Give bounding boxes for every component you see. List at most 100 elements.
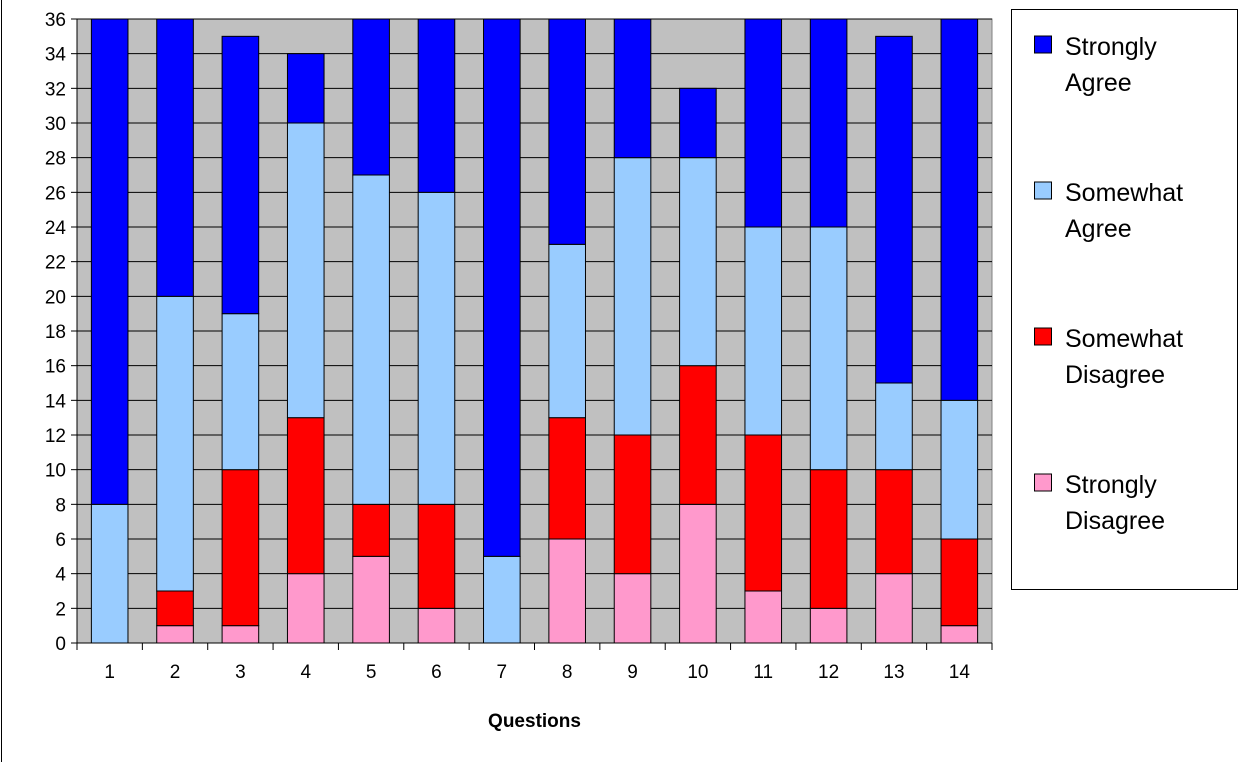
x-tick-label: 10: [687, 662, 708, 683]
bar-segment: [613, 573, 652, 644]
bar-segment: [483, 18, 521, 557]
bar-segment: [286, 53, 325, 124]
legend-label: Agree: [1065, 215, 1132, 243]
bar-segment: [809, 469, 848, 609]
bar-segment: [679, 503, 717, 644]
bar-segment: [417, 607, 456, 644]
legend-swatch: [1034, 35, 1052, 54]
bar-segment: [744, 590, 783, 644]
x-tick-label: 7: [497, 662, 508, 683]
bar-segment: [221, 313, 260, 471]
x-tick-label: 2: [170, 662, 181, 683]
bar-segment: [156, 625, 194, 644]
legend-label: Agree: [1065, 69, 1132, 97]
bar-segment: [744, 226, 783, 436]
x-tick-label: 6: [431, 662, 442, 683]
bar-segment: [156, 295, 194, 592]
bar-segment: [940, 18, 979, 401]
y-tick-label: 0: [55, 634, 66, 655]
x-tick-label: 11: [753, 662, 773, 683]
bar-segment: [940, 538, 979, 627]
x-axis-title: Questions: [488, 711, 581, 732]
bar-segment: [875, 573, 913, 644]
legend-swatch: [1034, 327, 1052, 346]
legend-swatch: [1034, 473, 1052, 492]
bar-segment: [417, 191, 456, 505]
y-tick-label: 26: [45, 183, 66, 204]
legend-box: [1011, 9, 1238, 590]
bar-segment: [744, 18, 783, 228]
y-tick-label: 32: [45, 79, 66, 100]
y-tick-label: 10: [45, 461, 66, 482]
bars: [90, 18, 979, 644]
y-tick-label: 18: [45, 322, 66, 343]
legend: Strongly Agree Somewhat Agree Somewhat Disagr…: [1011, 9, 1238, 590]
y-tick-label: 4: [55, 565, 66, 586]
bar-segment: [940, 399, 979, 540]
legend-swatch: [1034, 181, 1052, 200]
bar-segment: [679, 157, 717, 367]
x-tick-label: 4: [300, 662, 311, 683]
bar-segment: [875, 382, 913, 471]
bar-segment: [613, 18, 652, 159]
bar-segment: [875, 35, 913, 384]
bar-segment: [940, 625, 979, 644]
bar-segment: [286, 573, 325, 644]
y-tick-label: 6: [55, 530, 66, 551]
y-tick-label: 24: [45, 218, 67, 239]
bar-segment: [679, 87, 717, 159]
legend-label: Somewhat: [1065, 325, 1183, 353]
bar-segment: [875, 469, 913, 575]
legend-label: Somewhat: [1065, 179, 1183, 207]
x-tick-label: 5: [366, 662, 377, 683]
bar-segment: [221, 625, 260, 644]
bar-segment: [809, 18, 848, 228]
bar-segment: [548, 18, 586, 245]
x-tick-label: 14: [949, 662, 971, 683]
y-tick-label: 34: [45, 45, 67, 66]
bar-segment: [679, 365, 717, 505]
legend-label: Strongly: [1065, 471, 1157, 499]
bar-segment: [613, 434, 652, 575]
x-tick-label: 12: [818, 662, 839, 683]
bar-segment: [90, 503, 129, 644]
x-tick-label: 1: [104, 662, 115, 683]
bar-segment: [548, 538, 586, 644]
bar-segment: [156, 590, 194, 627]
bar-segment: [352, 503, 390, 557]
y-tick-label: 8: [55, 495, 66, 516]
y-tick-label: 14: [45, 391, 67, 412]
x-tick-label: 13: [883, 662, 904, 683]
x-tick-label: 9: [627, 662, 638, 683]
bar-segment: [613, 157, 652, 436]
y-tick-label: 36: [45, 10, 66, 31]
bar-segment: [809, 607, 848, 644]
bar-segment: [744, 434, 783, 592]
y-tick-label: 12: [45, 426, 66, 447]
bar-segment: [352, 555, 390, 644]
bar-segment: [417, 18, 456, 193]
bar-segment: [90, 18, 129, 505]
bar-segment: [352, 18, 390, 176]
bar-segment: [352, 174, 390, 505]
bar-segment: [483, 555, 521, 644]
bar-segment: [286, 122, 325, 419]
y-tick-label: 30: [45, 114, 66, 135]
bar-segment: [548, 243, 586, 419]
y-tick-label: 28: [45, 149, 66, 170]
bar-segment: [809, 226, 848, 471]
bar-segment: [156, 18, 194, 297]
bar-segment: [417, 503, 456, 609]
x-tick-label: 3: [235, 662, 246, 683]
y-tick-label: 22: [45, 253, 66, 274]
bar-segment: [548, 417, 586, 540]
bar-segment: [286, 417, 325, 575]
y-tick-label: 20: [45, 287, 66, 308]
bar-segment: [221, 35, 260, 315]
legend-label: Disagree: [1065, 507, 1165, 535]
legend-label: Disagree: [1065, 361, 1165, 389]
legend-label: Strongly: [1065, 33, 1157, 61]
